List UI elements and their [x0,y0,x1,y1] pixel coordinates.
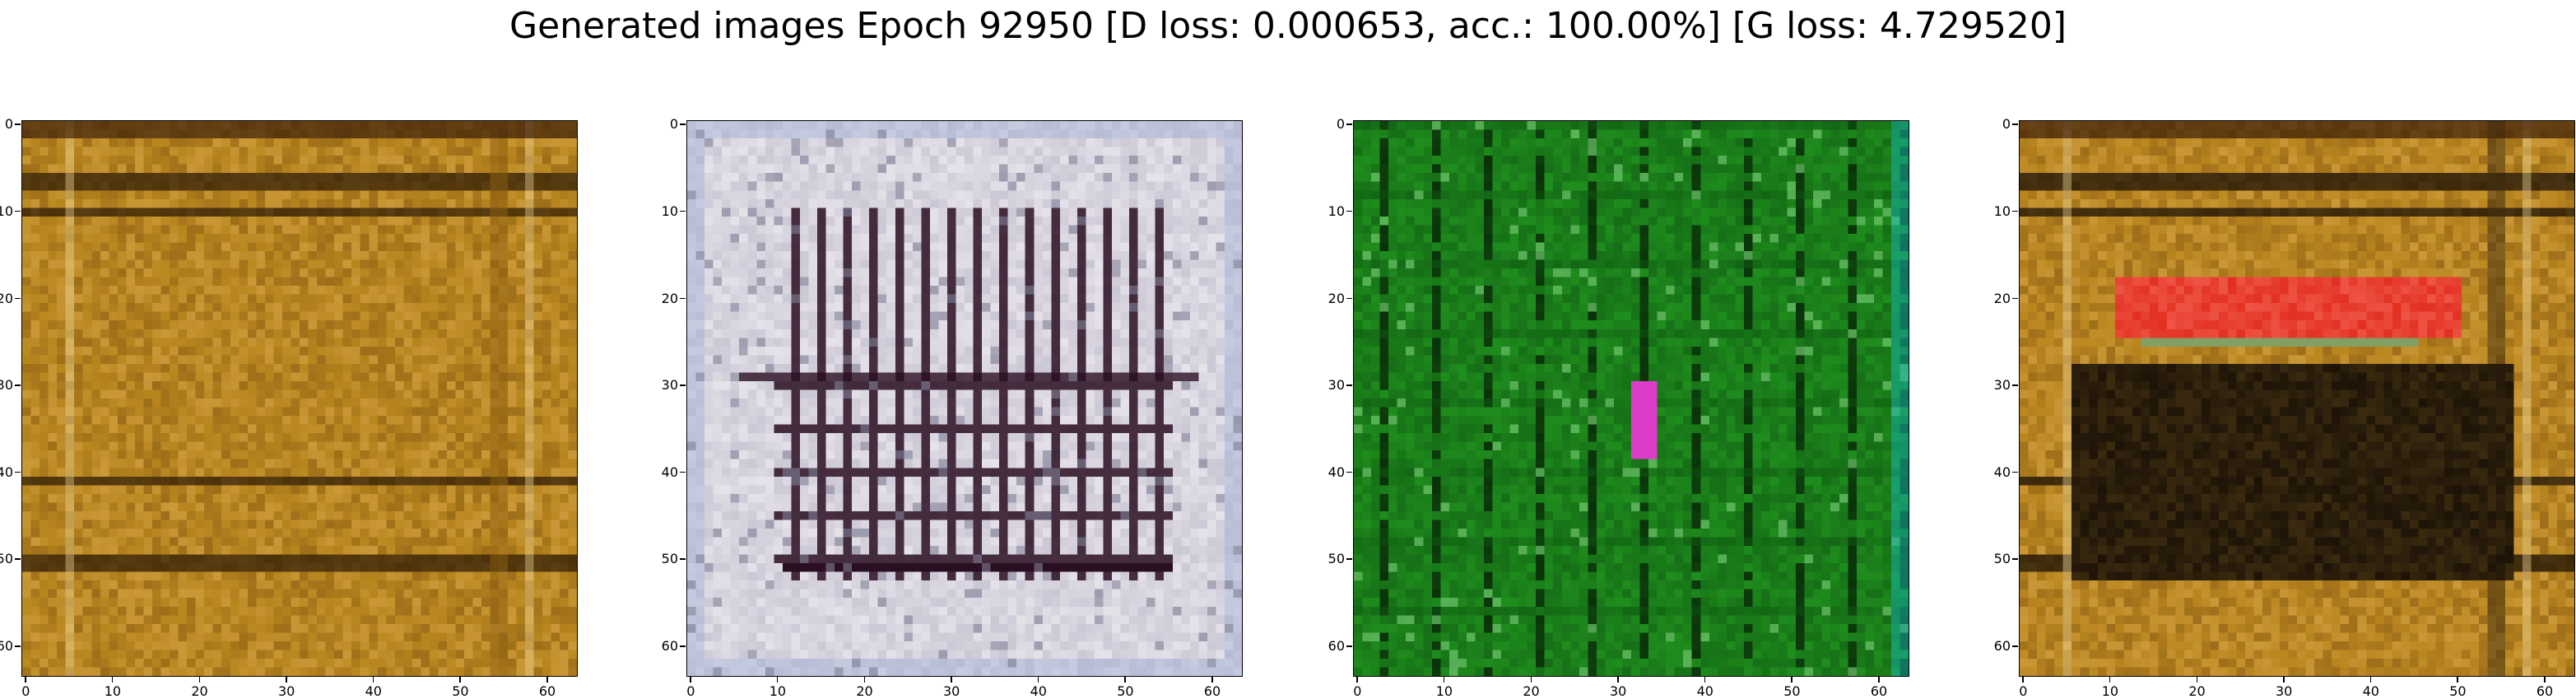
x-tick-label: 40 [2359,677,2383,699]
image-frame [2019,120,2575,677]
x-tick-label: 10 [765,677,790,699]
x-tick-label: 10 [2098,677,2123,699]
y-tick-label: 0 [1320,117,1352,132]
image-panel-3: 0 0 10 10 20 20 30 30 40 40 50 50 60 60 [1328,117,1909,699]
x-tick-label: 0 [2011,677,2035,699]
y-tick-label: 40 [0,464,21,480]
x-tick-label: 0 [13,677,38,699]
y-tick-label: 10 [1320,203,1352,219]
y-tick-label: 10 [653,203,686,219]
x-tick-label: 30 [939,677,964,699]
y-tick-label: 0 [1986,117,2018,132]
x-tick-label: 10 [100,677,125,699]
y-tick-label: 50 [1320,552,1352,566]
x-tick-label: 30 [1606,677,1630,699]
generated-image [2020,121,2574,676]
y-tick-label: 30 [1320,378,1352,393]
y-tick-label: 10 [0,203,21,219]
x-tick-label: 50 [448,677,472,699]
image-frame [686,120,1243,677]
x-tick-label: 40 [1693,677,1718,699]
x-tick-label: 40 [361,677,386,699]
y-tick-label: 20 [653,291,686,306]
y-tick-label: 30 [653,378,686,393]
y-tick-label: 60 [0,639,21,654]
x-tick-label: 20 [853,677,877,699]
x-tick-label: 20 [188,677,212,699]
y-tick-label: 20 [1986,291,2018,306]
y-tick-label: 40 [1320,464,1352,480]
y-tick-label: 30 [1986,378,2018,393]
x-tick-label: 10 [1432,677,1457,699]
y-tick-label: 50 [653,552,686,566]
x-tick-label: 40 [1026,677,1051,699]
x-tick-label: 60 [1867,677,1891,699]
x-tick-label: 50 [1113,677,1137,699]
x-tick-label: 60 [535,677,560,699]
y-tick-label: 30 [0,378,21,393]
x-tick-label: 20 [1519,677,1544,699]
x-tick-label: 50 [2445,677,2470,699]
y-tick-label: 20 [0,291,21,306]
figure-title: Generated images Epoch 92950 [D loss: 0.… [509,5,2067,47]
x-tick-label: 60 [2532,677,2557,699]
image-panel-4: 0 0 10 10 20 20 30 30 40 40 50 50 60 60 [1994,117,2575,699]
generated-image [22,121,577,676]
generated-image [687,121,1242,676]
image-frame [21,120,578,677]
y-tick-label: 40 [653,464,686,480]
y-tick-label: 40 [1986,464,2018,480]
x-tick-label: 30 [274,677,299,699]
y-tick-label: 0 [0,117,21,132]
image-panel-2: 0 0 10 10 20 20 30 30 40 40 50 50 60 60 [662,117,1243,699]
x-tick-label: 20 [2185,677,2210,699]
y-tick-label: 60 [1986,639,2018,654]
y-tick-label: 20 [1320,291,1352,306]
y-tick-label: 50 [1986,552,2018,566]
image-panel-1: 0 0 10 10 20 20 30 30 40 40 50 50 60 60 [0,117,578,699]
image-frame [1353,120,1909,677]
y-tick-label: 10 [1986,203,2018,219]
x-tick-label: 0 [1345,677,1369,699]
x-tick-label: 0 [678,677,703,699]
x-tick-label: 30 [2271,677,2296,699]
y-tick-label: 60 [653,639,686,654]
y-tick-label: 60 [1320,639,1352,654]
x-tick-label: 60 [1200,677,1225,699]
y-tick-label: 50 [0,552,21,566]
generated-image [1354,121,1909,676]
y-tick-label: 0 [653,117,686,132]
x-tick-label: 50 [1779,677,1804,699]
